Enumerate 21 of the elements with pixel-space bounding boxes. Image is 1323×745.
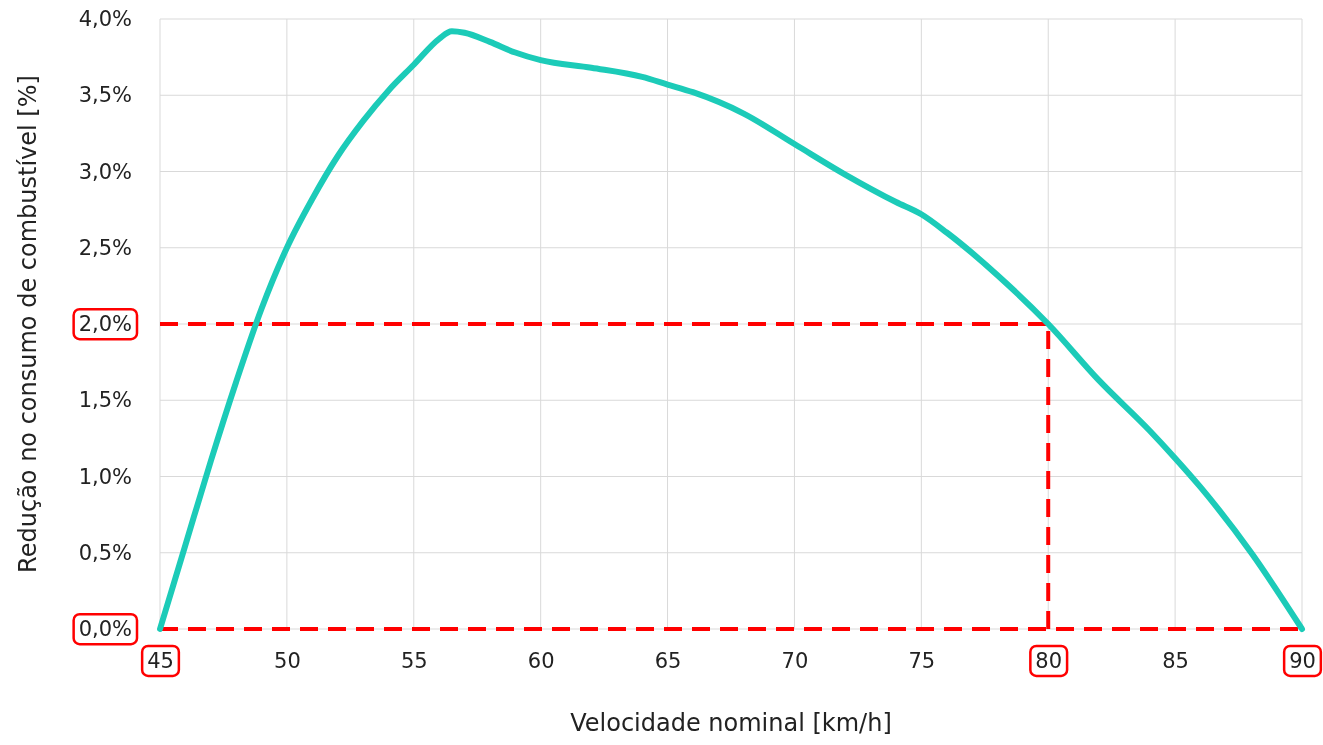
x-tick-label: 75 (908, 648, 936, 673)
y-tick-label: 4,0% (78, 7, 132, 32)
y-tick-label: 0,5% (78, 540, 132, 565)
x-tick-label: 60 (527, 648, 555, 673)
y-tick-label: 0,0% (78, 617, 132, 642)
x-tick-label: 45 (147, 648, 174, 673)
y-axis-title: Redução no consumo de combustível [%] (14, 75, 42, 573)
y-tick-label: 3,0% (78, 159, 132, 184)
x-tick-label: 85 (1162, 648, 1189, 673)
y-tick-label: 2,0% (78, 312, 132, 337)
x-axis-title: Velocidade nominal [km/h] (570, 709, 892, 737)
y-tick-label: 1,0% (78, 464, 132, 489)
x-tick-label: 55 (400, 648, 428, 673)
y-tick-label: 2,5% (78, 235, 132, 260)
x-tick-label: 65 (654, 648, 682, 673)
y-tick-label: 1,5% (78, 388, 132, 413)
x-tick-label: 70 (781, 648, 809, 673)
x-tick-label: 90 (1289, 648, 1316, 673)
y-tick-label: 3,5% (78, 83, 132, 108)
x-tick-label: 80 (1035, 648, 1063, 673)
x-tick-label: 50 (274, 648, 301, 673)
